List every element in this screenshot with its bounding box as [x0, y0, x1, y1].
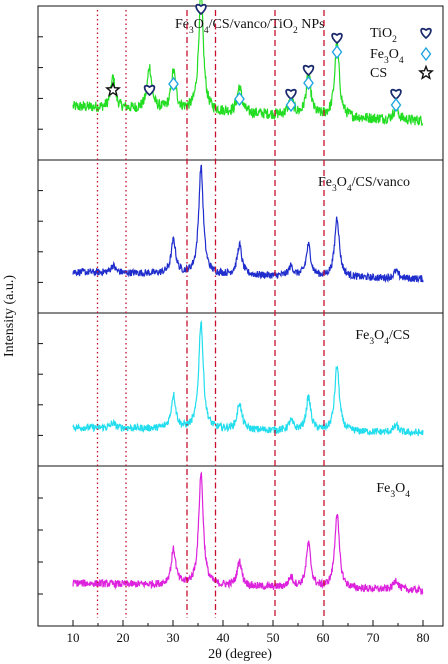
legend-label: Fe3O4	[370, 47, 404, 66]
x-tick-label: 20	[117, 630, 130, 645]
diamond-icon	[390, 97, 402, 113]
heart-icon	[195, 3, 207, 16]
series-label: Fe3O4/CS/vanco	[318, 175, 410, 194]
heart-icon	[302, 64, 315, 77]
x-axis-label: 2θ (degree)	[208, 647, 272, 662]
y-axis-label: Intensity (a.u.)	[2, 275, 17, 357]
diamond-icon	[285, 97, 297, 113]
heart-icon	[285, 88, 297, 101]
x-tick-label: 70	[367, 630, 380, 645]
diamond-icon	[303, 75, 314, 91]
x-tick-label: 30	[167, 630, 180, 645]
xrd-trace	[72, 471, 424, 596]
series-label: Fe3O4/CS/vanco/TiO2 NPs	[175, 17, 325, 36]
heart-icon	[331, 32, 343, 45]
series-label: Fe3O4/CS	[355, 328, 410, 347]
panel-frame	[37, 465, 444, 627]
xrd-trace	[72, 164, 424, 284]
x-tick-label: 40	[217, 630, 230, 645]
heart-icon	[143, 84, 156, 97]
xrd-trace	[72, 320, 424, 437]
legend-label: CS	[370, 66, 387, 81]
diamond-icon	[234, 91, 245, 107]
legend-heart-icon	[420, 27, 432, 40]
star-icon	[104, 81, 122, 97]
x-tick-label: 10	[67, 630, 80, 645]
diamond-icon	[331, 44, 343, 60]
heart-icon	[390, 88, 402, 101]
xrd-trace	[72, 0, 424, 126]
diamond-icon	[168, 76, 179, 92]
x-tick-label: 80	[417, 630, 430, 645]
series-label: Fe3O4	[376, 481, 410, 500]
x-tick-label: 60	[317, 630, 330, 645]
legend-diamond-icon	[420, 46, 432, 62]
legend-label: TiO2	[370, 26, 397, 45]
legend-star-icon	[417, 64, 435, 80]
x-tick-label: 50	[267, 630, 280, 645]
